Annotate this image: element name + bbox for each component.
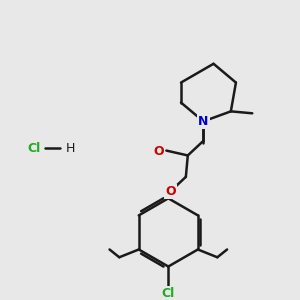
Text: N: N [198, 115, 208, 128]
Text: H: H [152, 143, 161, 156]
Text: Cl: Cl [28, 142, 41, 154]
Text: Cl: Cl [162, 287, 175, 300]
Text: H: H [66, 142, 76, 154]
Text: O: O [154, 145, 164, 158]
Text: O: O [165, 185, 175, 198]
